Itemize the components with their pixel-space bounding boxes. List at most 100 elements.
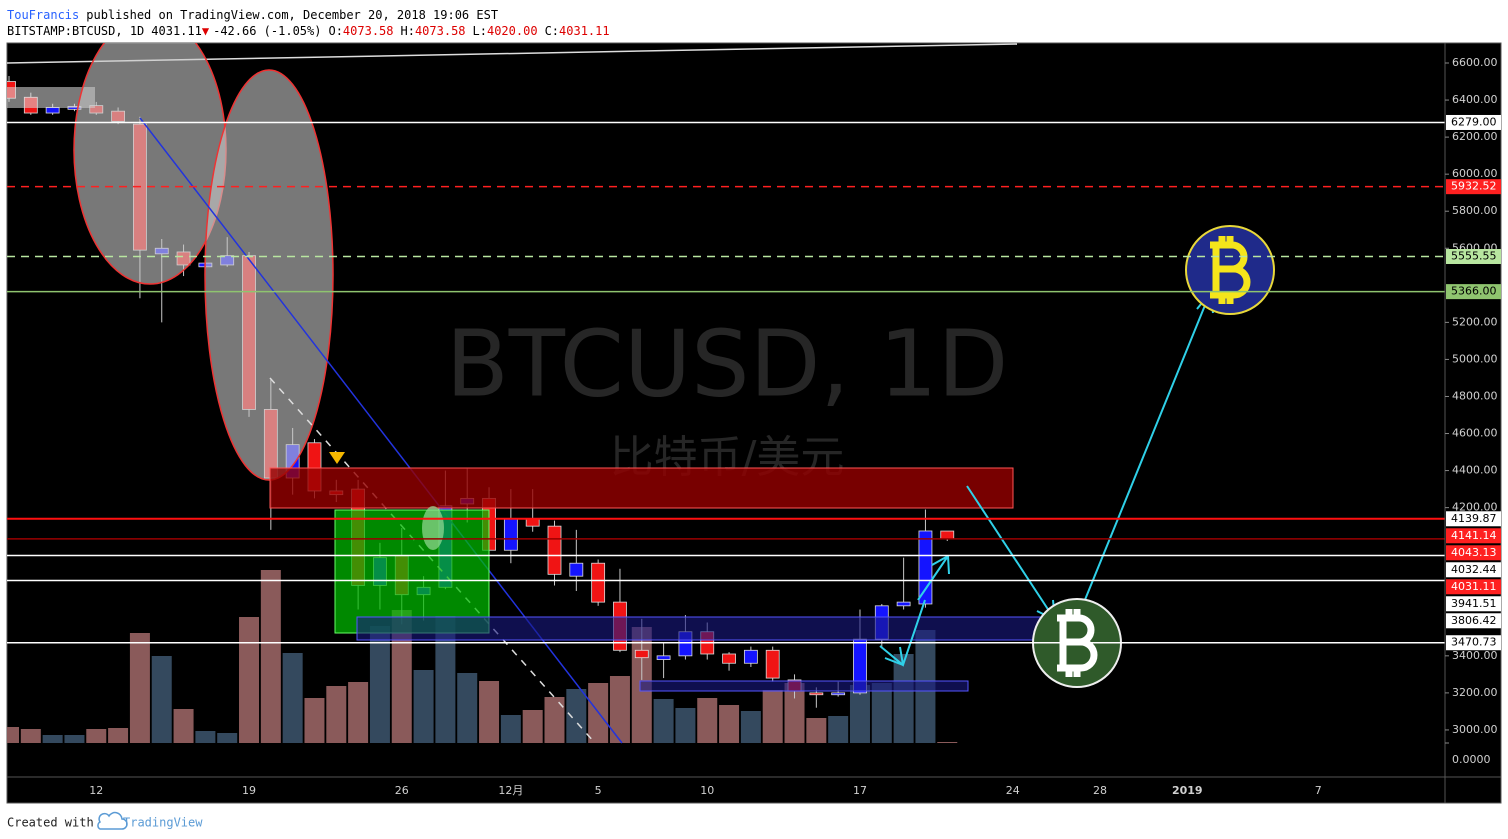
bitcoin-glyph (1210, 236, 1251, 304)
y-tick-label: 6000.00 (1452, 167, 1498, 180)
volume-bar (457, 673, 478, 743)
volume-bar (653, 699, 674, 743)
level-label: 5932.52 (1451, 180, 1497, 193)
volume-bar (260, 570, 281, 743)
y-tick-label: 6600.00 (1452, 56, 1498, 69)
close-value: 4031.11 (559, 24, 610, 38)
level-label-box (1446, 511, 1501, 527)
y-tick-label: 5000.00 (1452, 352, 1498, 365)
symbol-line: BITSTAMP:BTCUSD, 1D 4031.11 ▼ -42.66 (-1.05… (7, 24, 610, 38)
candle-body (656, 655, 671, 660)
level-label: 4032.44 (1451, 563, 1497, 576)
volume-bar (282, 653, 303, 743)
volume-bar (675, 708, 696, 743)
volume-bar (500, 715, 521, 743)
volume-bar (217, 733, 238, 743)
level-label: 4031.11 (1451, 580, 1497, 593)
open-label: O: (328, 24, 342, 38)
x-tick-label: 26 (395, 784, 409, 797)
volume-bar (697, 698, 718, 743)
change: -42.66 (-1.05%) (213, 24, 321, 38)
y-tick-label: 4200.00 (1452, 501, 1498, 514)
volume-bar (740, 711, 761, 743)
level-label-box (1446, 528, 1501, 544)
footer-brand[interactable]: TradingView (123, 816, 203, 830)
level-label: 5555.55 (1451, 250, 1497, 263)
x-tick-label: 28 (1093, 784, 1107, 797)
level-label: 3806.42 (1451, 614, 1497, 627)
symbol: BITSTAMP:BTCUSD, 1D (7, 24, 144, 38)
arrow (879, 599, 926, 667)
y-tick-label: 6200.00 (1452, 130, 1498, 143)
volume-bar (42, 735, 63, 743)
candle-body (547, 525, 562, 575)
y-tick-label: 5800.00 (1452, 204, 1498, 217)
change-arrow: ▼ (202, 24, 210, 38)
level-label-box (1446, 249, 1501, 265)
candle-body (45, 107, 60, 114)
candle-body (765, 649, 780, 679)
level-label-box (1446, 114, 1501, 130)
candle-body (525, 518, 540, 527)
y-tick-label: 6400.00 (1452, 93, 1498, 106)
y-tick-label: 4800.00 (1452, 389, 1498, 402)
volume-bar (609, 676, 630, 743)
volume-bar (544, 697, 565, 743)
open-value: 4073.58 (343, 24, 394, 38)
y2-tick-label: 0.0000 (1452, 753, 1491, 766)
tradingview-logo (97, 811, 128, 830)
level-label: 4043.13 (1451, 546, 1497, 559)
volume-bar (784, 683, 805, 743)
volume-bar (849, 685, 870, 743)
accumulation-box (334, 509, 490, 634)
high-value: 4073.58 (415, 24, 466, 38)
level-label-box (1446, 545, 1501, 561)
candle-body (722, 653, 736, 664)
candle-body (831, 692, 846, 696)
y-tick-label: 5200.00 (1452, 315, 1498, 328)
level-label: 4139.87 (1451, 512, 1497, 525)
candle-body (809, 692, 824, 696)
level-lines (7, 121, 1445, 644)
volume-bar (806, 718, 827, 743)
range-box (7, 87, 95, 108)
volume-bar (86, 729, 107, 743)
x-tick-label: 10 (700, 784, 714, 797)
author-link[interactable]: TouFrancis (7, 8, 79, 22)
x-tick-label: 17 (853, 784, 867, 797)
highlight-ellipse (73, 43, 227, 285)
level-label-box (1446, 613, 1501, 629)
high-label: H: (401, 24, 415, 38)
volume-bar (64, 735, 85, 743)
volume-bar (20, 729, 41, 743)
arrow (917, 555, 950, 601)
x-tick-label: 2019 (1172, 784, 1203, 797)
candle-body (918, 530, 933, 605)
level-label: 3941.51 (1451, 597, 1497, 610)
volume-bar (871, 683, 892, 743)
level-label-box (1446, 635, 1501, 651)
volume-bar (762, 690, 783, 743)
candle-body (591, 562, 606, 603)
level-label-box (1446, 579, 1501, 595)
volume-bar (108, 728, 129, 743)
volume-bar (479, 681, 500, 743)
volume-layer (7, 570, 958, 743)
support-zone (356, 616, 1046, 641)
volume-bar (129, 633, 150, 743)
candle-body (940, 530, 955, 540)
volume-bar (195, 731, 216, 743)
footer-background (0, 804, 1508, 839)
candle-body (896, 601, 911, 607)
x-tick-label: 24 (1006, 784, 1020, 797)
level-label: 3470.73 (1451, 636, 1497, 649)
candle-body (634, 649, 649, 659)
level-label: 5366.00 (1451, 285, 1497, 298)
volume-bar (937, 742, 958, 743)
volume-bar (566, 689, 587, 743)
footer-created: Created with (7, 816, 94, 830)
plot-area: BTCUSD, 1D 比特币/美元 (7, 43, 1445, 744)
candle-body (743, 649, 758, 664)
y-tick-label: 3000.00 (1452, 723, 1498, 736)
